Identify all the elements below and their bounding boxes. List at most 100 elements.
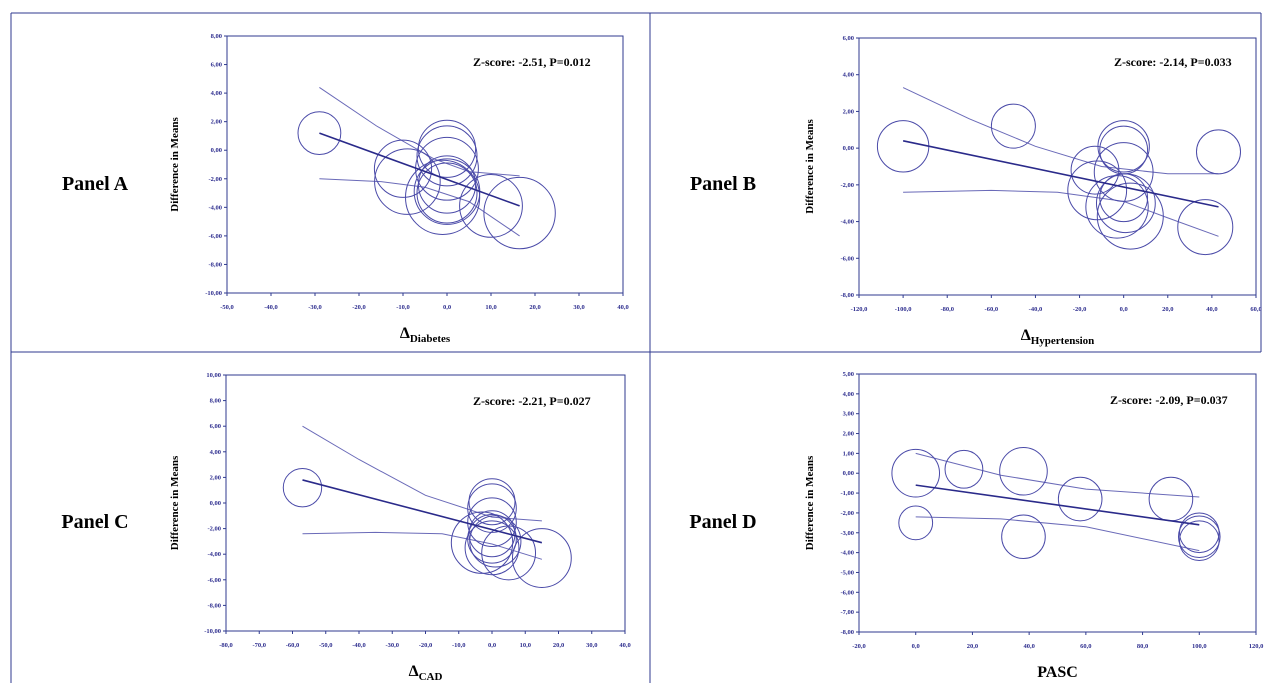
- y-tick-label: -8,00: [840, 292, 854, 299]
- stats-annotation: Z-score: -2.21, P=0.027: [473, 394, 591, 408]
- regression-line: [902, 140, 1219, 208]
- x-tick-label: 20,0: [967, 643, 978, 650]
- y-tick-label: 0,00: [843, 470, 854, 477]
- x-tick-label: 40,0: [1206, 306, 1217, 313]
- y-tick-label: -4,00: [840, 219, 854, 226]
- y-axis-label: Difference in Means: [169, 455, 181, 550]
- x-tick-label: -80,0: [940, 306, 954, 313]
- x-axis-label: PASC: [1037, 664, 1078, 681]
- x-tick-label: 20,0: [1162, 306, 1173, 313]
- study-bubble: [467, 483, 517, 533]
- y-axis-label: Difference in Means: [169, 117, 181, 212]
- x-tick-label: 120,0: [1249, 643, 1264, 650]
- x-tick-label: 0,0: [1120, 306, 1128, 313]
- ci-upper-curve: [319, 86, 520, 177]
- study-bubble: [450, 511, 514, 574]
- x-axis-label-subscript: CAD: [419, 671, 443, 683]
- panel-c: Panel C -10,00 -8,00 -6,00 -4,00 -2,00 0,00 2,0…: [61, 372, 630, 683]
- x-tick-label: 0,0: [912, 643, 920, 650]
- y-tick-label: -8,00: [840, 629, 854, 636]
- plot-area: [858, 37, 1257, 296]
- y-tick-label: 4,00: [210, 449, 221, 456]
- y-tick-label: -5,00: [840, 569, 854, 576]
- y-tick-label: -10,00: [204, 628, 221, 635]
- ci-upper-curve: [915, 452, 1200, 498]
- ci-lower-curve: [302, 531, 543, 560]
- y-tick-label: -8,00: [207, 602, 221, 609]
- study-bubble: [1177, 515, 1221, 559]
- x-tick-label: -10,0: [452, 642, 466, 649]
- study-bubble: [891, 448, 941, 498]
- y-tick-label: -4,00: [208, 204, 222, 211]
- study-bubble: [417, 119, 477, 178]
- x-tick-label: -70,0: [252, 642, 266, 649]
- x-tick-label: -30,0: [308, 304, 322, 311]
- y-tick-label: -6,00: [208, 233, 222, 240]
- x-tick-label: 40,0: [617, 304, 628, 311]
- x-tick-label: -20,0: [419, 642, 433, 649]
- y-tick-label: -2,00: [208, 176, 222, 183]
- panel-b: Panel B -8,00 -6,00 -4,00 -2,00 0,00 2,00 4,00 6…: [690, 35, 1262, 347]
- study-bubble: [413, 158, 481, 225]
- regression-line: [319, 132, 520, 207]
- y-tick-label: 4,00: [211, 90, 222, 97]
- y-tick-label: -4,00: [840, 550, 854, 557]
- y-tick-label: 2,00: [843, 431, 854, 438]
- ci-lower-curve: [915, 516, 1200, 552]
- x-tick-label: 20,0: [529, 304, 540, 311]
- x-tick-label: 30,0: [573, 304, 584, 311]
- y-tick-label: 4,00: [843, 72, 854, 79]
- x-tick-label: -20,0: [1073, 306, 1087, 313]
- x-tick-label: -40,0: [352, 642, 366, 649]
- y-tick-label: -7,00: [840, 609, 854, 616]
- y-tick-label: 8,00: [211, 33, 222, 40]
- study-bubble: [1096, 182, 1164, 250]
- y-axis-label: Difference in Means: [804, 119, 816, 214]
- study-bubble: [459, 174, 523, 238]
- study-bubble: [469, 515, 522, 568]
- stats-annotation: Z-score: -2.51, P=0.012: [473, 55, 591, 69]
- x-tick-label: -50,0: [220, 304, 234, 311]
- y-tick-label: -8,00: [208, 261, 222, 268]
- panel-label: Panel B: [690, 173, 756, 195]
- study-bubble: [467, 514, 517, 564]
- study-bubble: [483, 176, 556, 250]
- study-bubble: [415, 136, 479, 201]
- y-tick-label: -1,00: [840, 490, 854, 497]
- study-bubble: [467, 497, 517, 548]
- y-tick-label: -4,00: [207, 551, 221, 558]
- x-axis-label-main: Δ: [409, 663, 419, 680]
- study-bubble: [1178, 520, 1220, 562]
- x-tick-label: -60,0: [286, 642, 300, 649]
- x-axis-label-subscript: Diabetes: [410, 333, 451, 345]
- y-tick-label: 2,00: [210, 474, 221, 481]
- study-bubble: [990, 103, 1036, 149]
- x-tick-label: 40,0: [1023, 643, 1034, 650]
- x-axis-label: ΔHypertension: [1021, 327, 1095, 347]
- x-tick-label: 20,0: [553, 642, 564, 649]
- ci-upper-curve: [902, 87, 1219, 175]
- panel-label: Panel A: [62, 173, 129, 195]
- stats-annotation: Z-score: -2.09, P=0.037: [1110, 393, 1228, 407]
- study-bubble: [416, 125, 478, 187]
- y-tick-label: 3,00: [843, 411, 854, 418]
- study-bubble: [1177, 199, 1234, 256]
- y-tick-label: -2,00: [840, 510, 854, 517]
- x-tick-label: 0,0: [488, 642, 496, 649]
- x-tick-label: -100,0: [895, 306, 912, 313]
- plot-area: [225, 374, 626, 632]
- y-tick-label: 5,00: [843, 371, 854, 378]
- ci-lower-curve: [319, 178, 520, 237]
- y-tick-label: 6,00: [210, 423, 221, 430]
- y-tick-label: 6,00: [211, 62, 222, 69]
- plot-area: [858, 373, 1257, 633]
- panel-label: Panel D: [689, 511, 756, 533]
- y-tick-label: -6,00: [840, 589, 854, 596]
- study-bubble: [373, 139, 433, 198]
- x-tick-label: 10,0: [520, 642, 531, 649]
- x-tick-label: -30,0: [385, 642, 399, 649]
- study-bubble: [944, 449, 984, 489]
- study-bubble: [1001, 514, 1046, 560]
- x-tick-label: -10,0: [396, 304, 410, 311]
- x-axis-label-main: PASC: [1037, 664, 1078, 681]
